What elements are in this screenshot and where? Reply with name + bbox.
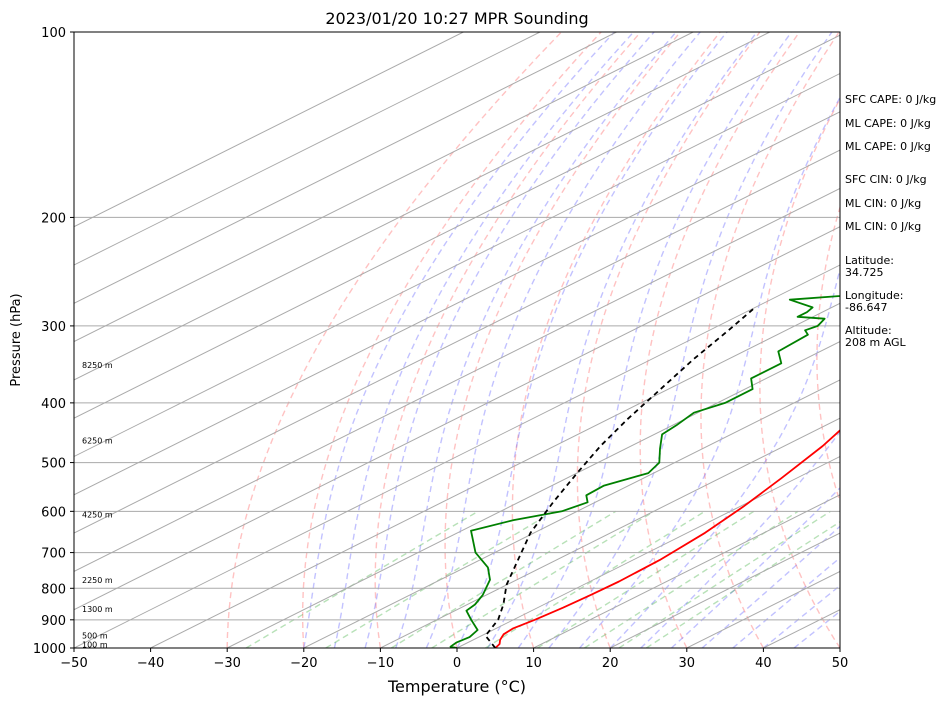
latitude-annotation: Latitude: 34.725 (845, 254, 894, 279)
isotherm-line (150, 302, 840, 648)
dewpoint-line (449, 295, 840, 648)
ml-cin-annotation: ML CIN: 0 J/kg (845, 220, 922, 233)
y-axis-label: Pressure (hPa) (9, 293, 24, 386)
mixing-ratio-line (646, 521, 840, 648)
moist-adiabat-line (548, 32, 833, 648)
chart-title: 2023/01/20 10:27 MPR Sounding (325, 9, 588, 28)
isotherm-line (74, 72, 840, 458)
x-tick-label: −50 (60, 656, 87, 671)
height-label: 6250 m (82, 436, 113, 445)
height-label: 1300 m (82, 605, 113, 614)
isotherm-line (74, 264, 840, 648)
isotherm-line (74, 32, 464, 228)
x-tick-label: −10 (367, 656, 394, 671)
dry-adiabat-line (639, 32, 801, 648)
isotherm-line (226, 341, 840, 648)
height-label: 2250 m (82, 576, 113, 585)
sfc-cin-annotation: SFC CIN: 0 J/kg (845, 173, 927, 186)
y-tick-label: 400 (41, 397, 66, 412)
y-tick-label: 600 (41, 505, 66, 520)
isotherm-line (74, 34, 840, 419)
moist-adiabat-line (579, 96, 840, 648)
y-tick-label: 1000 (33, 642, 66, 657)
isotherm-line (74, 111, 840, 496)
dry-adiabat-line (302, 32, 602, 648)
mixing-ratio-line (390, 510, 617, 648)
x-tick-label: 10 (525, 656, 542, 671)
x-tick-label: 30 (679, 656, 696, 671)
x-tick-label: 40 (755, 656, 772, 671)
isotherm-line (609, 532, 840, 648)
isotherm-line (303, 379, 840, 648)
moist-adiabat-line (303, 32, 615, 648)
temperature-line (494, 429, 840, 648)
series-lines (449, 295, 840, 648)
sfc-cape-annotation: SFC CAPE: 0 J/kg (845, 93, 937, 106)
height-label: 8250 m (82, 361, 113, 370)
isotherm-line (380, 417, 840, 648)
ml-cin-annotation: ML CIN: 0 J/kg (845, 197, 922, 210)
plot-area (74, 32, 840, 648)
isotherm-line (74, 226, 840, 611)
moist-adiabat-line (333, 32, 635, 648)
parcel-line (484, 306, 756, 648)
isotherm-line (74, 32, 541, 266)
x-axis-ticks: −50 −40 −30 −20 −10 0 10 20 30 40 50 (60, 648, 848, 671)
ml-cape-annotation: ML CAPE: 0 J/kg (845, 117, 931, 130)
x-tick-label: −40 (137, 656, 164, 671)
height-label: 500 m (82, 632, 108, 641)
altitude-annotation: Altitude: 208 m AGL (845, 324, 906, 349)
y-tick-label: 800 (41, 582, 66, 597)
isotherm-line (74, 32, 617, 304)
y-axis-ticks: 1000 900 800 700 600 500 400 300 200 100 (33, 26, 74, 657)
x-axis-label: Temperature (°C) (387, 677, 526, 696)
grid-lines (74, 32, 840, 648)
moist-adiabat-line (487, 32, 758, 648)
dry-adiabat-line (226, 32, 562, 648)
x-tick-label: 0 (453, 656, 461, 671)
x-tick-label: 50 (832, 656, 849, 671)
longitude-annotation: Longitude: -86.647 (845, 289, 904, 314)
moist-adiabat-line (609, 266, 840, 648)
dry-adiabat-line (374, 32, 642, 648)
mixing-ratio-line (245, 510, 479, 648)
ml-cape-annotation: ML CAPE: 0 J/kg (845, 140, 931, 153)
y-tick-label: 300 (41, 320, 66, 335)
y-tick-label: 100 (41, 26, 66, 41)
plot-frame (73, 31, 841, 649)
dry-adiabat-line (576, 32, 761, 648)
dry-adiabat-line (444, 32, 681, 648)
moist-adiabat-line (425, 32, 701, 648)
dry-adiabat-line (700, 32, 840, 648)
y-tick-label: 200 (41, 211, 66, 226)
x-tick-label: 20 (602, 656, 619, 671)
y-tick-label: 900 (41, 614, 66, 629)
y-tick-label: 500 (41, 457, 66, 472)
moist-adiabat-line (364, 32, 655, 648)
moist-adiabat-line (517, 32, 793, 648)
height-label: 100 m (82, 640, 108, 649)
moist-adiabat-line (640, 430, 840, 648)
isotherm-line (533, 494, 840, 648)
isotherm-line (74, 187, 840, 572)
isotherm-line (74, 149, 840, 534)
mixing-ratio-line (537, 510, 755, 648)
x-tick-label: −30 (213, 656, 240, 671)
isotherm-line (74, 32, 694, 343)
isotherm-line (456, 455, 840, 648)
dry-adiabat-line (511, 32, 721, 648)
y-tick-label: 700 (41, 547, 66, 562)
isotherm-line (74, 32, 771, 381)
moist-adiabat-line (395, 32, 677, 648)
height-label: 4250 m (82, 510, 113, 519)
dry-adiabat-line (759, 97, 840, 648)
dry-adiabat-line (816, 204, 840, 504)
x-tick-label: −20 (290, 656, 317, 671)
moist-adiabat-line (456, 32, 728, 648)
